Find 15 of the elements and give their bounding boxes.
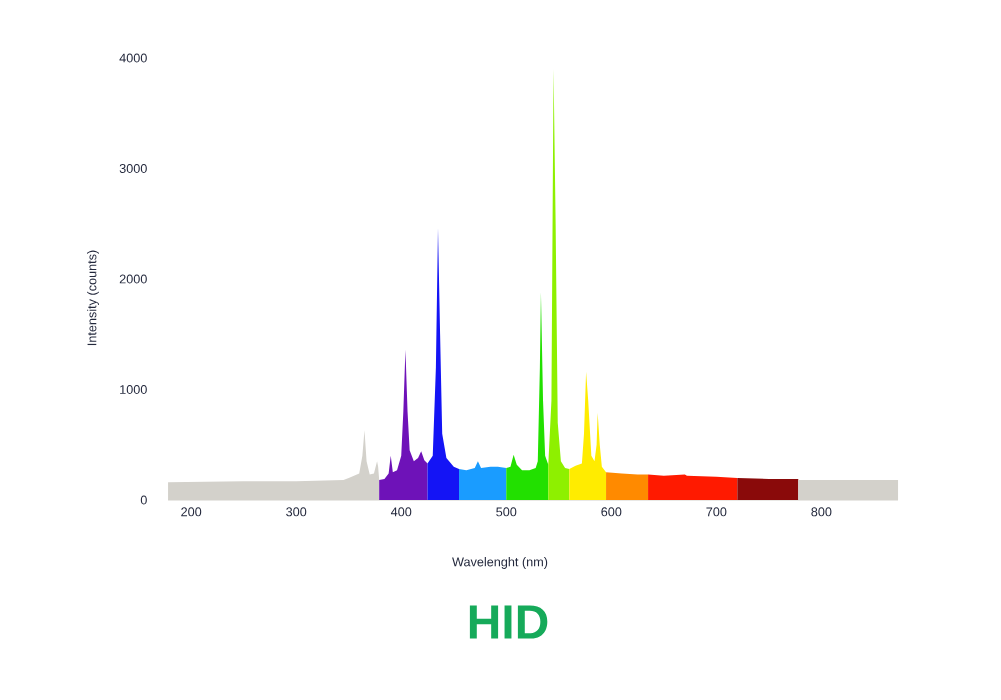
x-tick-label: 500 xyxy=(496,507,517,517)
x-tick-label: 700 xyxy=(706,507,727,517)
y-tick-label: 1000 xyxy=(120,385,147,394)
text: HID xyxy=(469,605,548,639)
x-tick-label: 800 xyxy=(811,507,832,517)
x-tick-label: 200 xyxy=(181,507,202,517)
y-tick-label: 0 xyxy=(140,495,147,505)
x-tick-label: 300 xyxy=(286,507,307,517)
y-axis-title: Intensity (counts) xyxy=(87,250,99,346)
x-tick-label: 400 xyxy=(390,507,412,517)
y-tick-label: 3000 xyxy=(119,164,147,173)
x-tick-label: 600 xyxy=(601,507,622,517)
y-tick-label: 2000 xyxy=(119,274,147,284)
x-axis-title: Wavelenght (nm) xyxy=(452,557,548,569)
y-tick-label: 4000 xyxy=(119,53,147,63)
